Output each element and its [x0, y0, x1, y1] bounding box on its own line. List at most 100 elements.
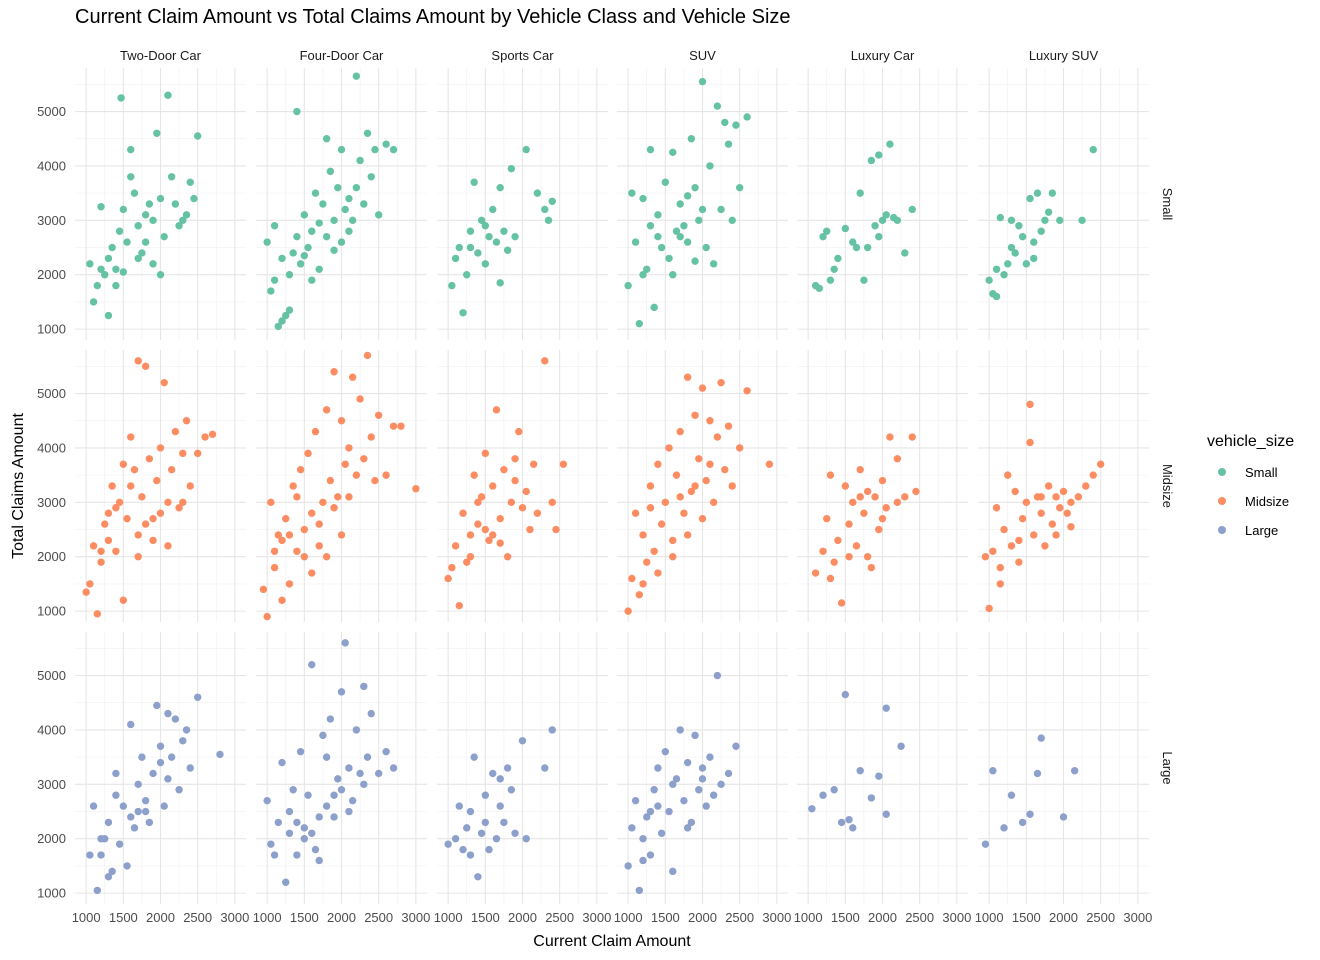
data-point-midsize	[360, 455, 368, 463]
data-point-large	[841, 690, 850, 699]
data-point-large	[706, 753, 714, 761]
data-point-midsize	[856, 493, 864, 501]
data-point-midsize	[639, 580, 647, 588]
data-point-large	[639, 835, 647, 843]
data-point-midsize	[548, 498, 556, 507]
data-point-large	[867, 794, 876, 802]
data-point-large	[315, 856, 323, 865]
data-point-midsize	[724, 422, 733, 430]
data-point-small	[466, 243, 475, 252]
data-point-small	[1007, 216, 1016, 225]
data-point-large	[477, 829, 486, 837]
data-point-large	[267, 840, 275, 848]
data-point-small	[1056, 216, 1064, 225]
data-point-small	[134, 222, 142, 230]
data-point-large	[657, 829, 666, 837]
data-point-small	[863, 243, 872, 252]
data-point-large	[687, 818, 696, 827]
data-point-midsize	[149, 514, 157, 523]
data-point-small	[127, 173, 135, 181]
data-point-small	[334, 183, 342, 192]
data-point-midsize	[160, 378, 168, 387]
data-point-midsize	[624, 607, 632, 615]
data-point-large	[322, 802, 331, 810]
data-point-midsize	[466, 553, 475, 561]
data-point-midsize	[1041, 542, 1049, 550]
data-point-small	[901, 249, 909, 257]
data-point-small	[322, 232, 331, 241]
data-point-small	[293, 232, 301, 241]
data-point-midsize	[526, 525, 534, 534]
legend-label-large: Large	[1245, 523, 1278, 538]
data-point-small	[149, 260, 157, 268]
data-point-midsize	[875, 525, 883, 534]
data-point-midsize	[112, 547, 120, 555]
data-point-midsize	[367, 433, 375, 441]
data-point-small	[337, 238, 346, 246]
y-tick-label: 4000	[37, 158, 66, 173]
data-point-midsize	[119, 596, 128, 604]
data-point-large	[496, 802, 504, 810]
data-point-midsize	[463, 558, 471, 566]
data-point-small	[669, 148, 677, 157]
data-point-midsize	[108, 482, 116, 490]
data-point-small	[732, 121, 740, 129]
data-point-midsize	[826, 574, 835, 583]
data-point-large	[1037, 734, 1045, 742]
data-point-small	[141, 238, 150, 246]
data-point-large	[123, 862, 131, 870]
y-tick-label: 4000	[37, 440, 66, 455]
y-tick-label: 1000	[37, 886, 66, 901]
data-point-large	[134, 807, 142, 816]
data-point-large	[153, 701, 161, 710]
data-point-small	[1011, 249, 1019, 257]
data-point-small	[481, 222, 490, 230]
data-point-large	[724, 769, 733, 778]
data-point-small	[683, 192, 692, 200]
data-point-midsize	[706, 417, 714, 425]
data-point-midsize	[470, 471, 478, 479]
data-point-midsize	[908, 433, 916, 441]
data-point-midsize	[175, 504, 183, 512]
data-point-midsize	[912, 487, 920, 496]
data-point-large	[282, 878, 290, 886]
data-point-small	[654, 232, 662, 241]
data-point-small	[996, 213, 1005, 222]
data-point-small	[101, 271, 109, 279]
data-point-small	[156, 271, 165, 279]
data-point-midsize	[145, 455, 154, 463]
data-point-small	[451, 254, 460, 263]
legend-label-midsize: Midsize	[1245, 494, 1289, 509]
data-point-large	[819, 791, 827, 799]
data-point-large	[882, 704, 890, 712]
data-point-small	[311, 189, 320, 197]
data-point-midsize	[533, 509, 542, 517]
data-point-midsize	[448, 563, 456, 572]
data-point-large	[263, 796, 271, 805]
data-point-large	[500, 818, 508, 827]
data-point-large	[160, 802, 168, 810]
data-point-midsize	[559, 460, 568, 468]
data-point-large	[511, 829, 519, 837]
data-point-midsize	[811, 569, 820, 577]
data-point-midsize	[522, 487, 530, 496]
data-point-midsize	[356, 395, 364, 403]
data-point-small	[348, 216, 357, 225]
data-point-small	[815, 284, 824, 293]
data-point-large	[672, 775, 681, 783]
data-point-small	[134, 254, 142, 263]
data-point-midsize	[167, 465, 176, 474]
facet-label-luxury-car: Luxury Car	[851, 48, 915, 63]
data-point-midsize	[860, 509, 868, 517]
data-point-midsize	[728, 482, 736, 490]
x-tick-label: 1000	[72, 910, 101, 925]
data-point-large	[296, 747, 305, 756]
data-point-large	[108, 867, 116, 876]
data-point-midsize	[149, 536, 157, 545]
data-point-large	[127, 813, 135, 821]
data-point-large	[541, 764, 549, 772]
data-point-midsize	[845, 553, 853, 561]
data-point-large	[334, 775, 342, 783]
data-point-small	[676, 232, 684, 241]
data-point-midsize	[112, 504, 120, 512]
